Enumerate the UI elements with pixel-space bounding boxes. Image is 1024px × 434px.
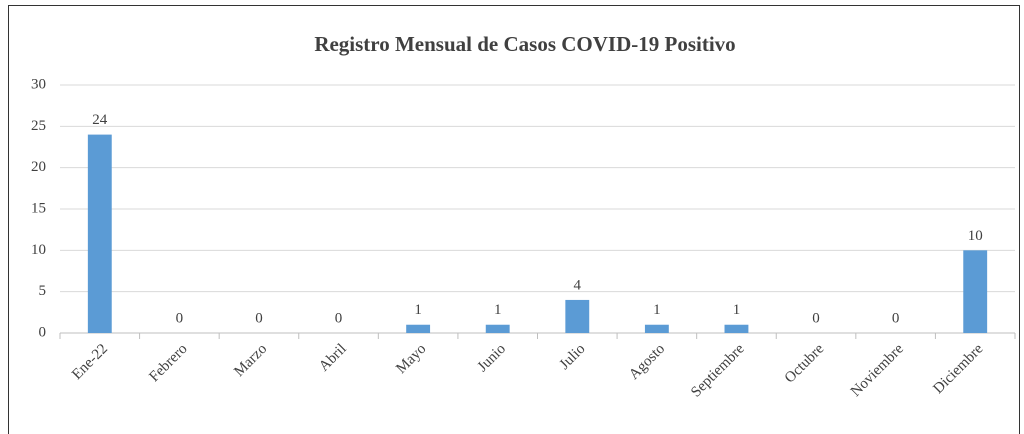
data-label: 4 — [574, 277, 582, 293]
y-tick-label: 20 — [31, 159, 46, 175]
y-tick-label: 0 — [39, 324, 47, 340]
data-label: 0 — [176, 310, 184, 326]
y-tick-label: 15 — [31, 200, 46, 216]
bar — [963, 250, 988, 333]
y-tick-label: 25 — [31, 118, 46, 134]
data-label: 0 — [892, 310, 900, 326]
data-label: 1 — [733, 302, 741, 318]
chart-title: Registro Mensual de Casos COVID-19 Posit… — [314, 32, 735, 56]
y-tick-label: 10 — [31, 242, 46, 258]
data-label: 24 — [92, 112, 108, 128]
bar — [565, 299, 590, 333]
bar — [724, 324, 749, 333]
bar — [644, 324, 669, 333]
bar — [485, 324, 510, 333]
data-label: 1 — [494, 302, 502, 318]
data-label: 10 — [968, 228, 983, 244]
y-tick-label: 5 — [39, 283, 47, 299]
bar — [87, 134, 112, 333]
bar — [406, 324, 431, 333]
data-label: 0 — [255, 310, 263, 326]
data-label: 1 — [653, 302, 661, 318]
data-label: 0 — [335, 310, 343, 326]
y-tick-label: 30 — [31, 76, 46, 92]
chart-frame — [8, 5, 1020, 434]
data-label: 1 — [414, 302, 422, 318]
data-label: 0 — [812, 310, 820, 326]
